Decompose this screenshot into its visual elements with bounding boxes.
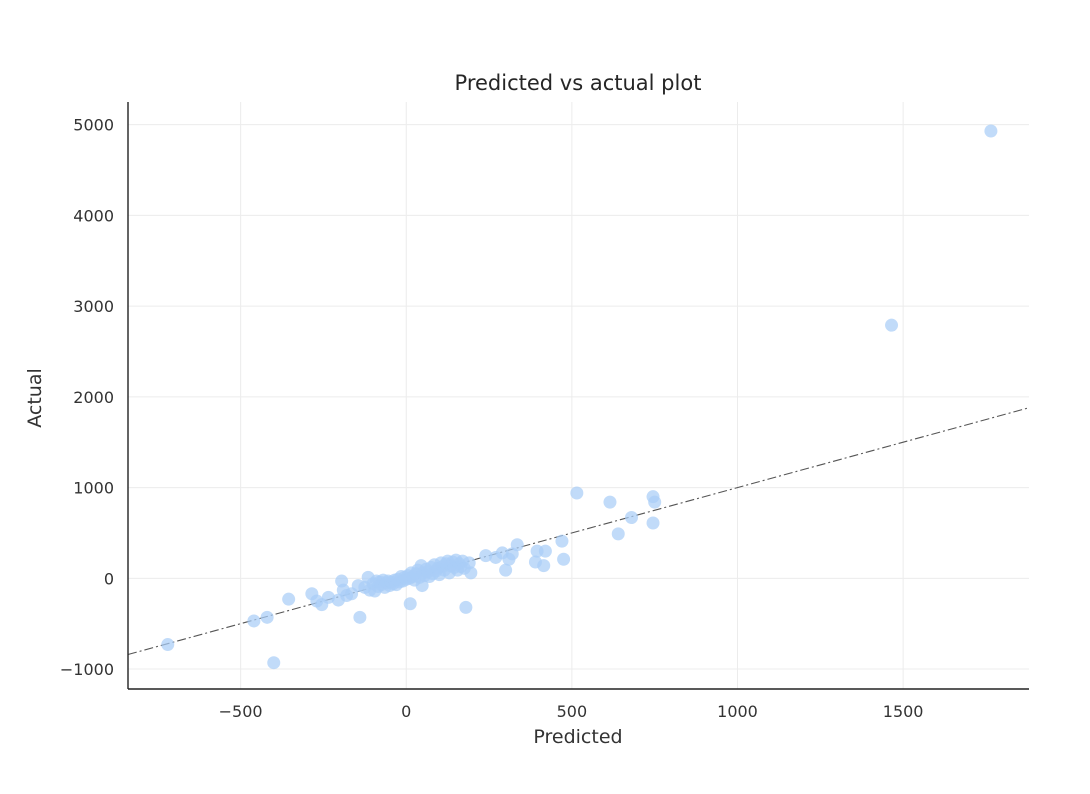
data-points [161, 124, 998, 670]
data-point [403, 597, 417, 611]
data-point [499, 563, 513, 577]
y-tick-label: 4000 [73, 206, 114, 225]
data-point [537, 559, 551, 573]
data-point [510, 538, 524, 552]
x-tick-label: 0 [401, 702, 411, 721]
x-tick-label: 1000 [717, 702, 758, 721]
data-point [648, 495, 662, 509]
data-point [984, 124, 998, 138]
y-tick-label: 5000 [73, 116, 114, 135]
data-point [282, 592, 296, 606]
data-point [557, 552, 571, 566]
data-point [538, 544, 552, 558]
y-tick-label: 0 [104, 569, 114, 588]
data-point [459, 600, 473, 614]
data-point [462, 556, 476, 570]
data-point [260, 610, 274, 624]
x-tick-label: 500 [557, 702, 588, 721]
x-tick-label: 1500 [883, 702, 924, 721]
x-tick-label: −500 [219, 702, 263, 721]
y-tick-label: 3000 [73, 297, 114, 316]
data-point [885, 318, 899, 332]
chart-title: Predicted vs actual plot [455, 71, 702, 95]
reference-line [127, 407, 1030, 656]
y-tick-label: 1000 [73, 479, 114, 498]
data-point [625, 511, 638, 525]
identity-line [127, 407, 1030, 656]
data-point [464, 566, 478, 580]
y-axis-title: Actual [24, 368, 46, 428]
data-point [415, 579, 429, 593]
data-point [570, 486, 584, 500]
gridlines [128, 102, 1029, 689]
x-axis-title: Predicted [533, 726, 622, 748]
data-point [353, 610, 367, 624]
x-axis-ticks: −500 0 500 1000 1500 [219, 702, 924, 721]
y-axis-ticks: −1000 0 1000 2000 3000 4000 5000 [60, 116, 114, 679]
axes [127, 102, 1029, 690]
y-tick-label: −1000 [60, 660, 114, 679]
data-point [247, 614, 261, 628]
data-point [611, 527, 625, 541]
data-point [603, 495, 617, 509]
data-point [161, 638, 175, 652]
data-point [646, 516, 660, 530]
data-point [267, 656, 281, 670]
y-tick-label: 2000 [73, 388, 114, 407]
data-point [479, 549, 493, 563]
data-point [321, 590, 335, 604]
data-point [555, 534, 569, 548]
